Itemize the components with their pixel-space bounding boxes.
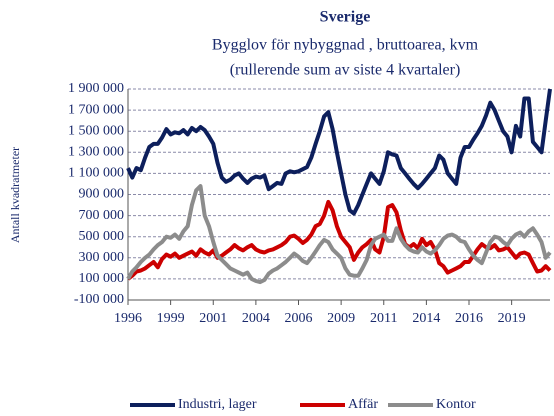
chart-title: Sverige	[320, 9, 371, 26]
legend-label: Affär	[348, 397, 378, 412]
line-series	[126, 88, 552, 216]
x-tick-label: 1999	[157, 311, 185, 326]
chart-subtitle: Bygglov för nybyggnad , bruttoarea, kvm	[212, 37, 479, 54]
chart-subtitle: (rullerende sum av siste 4 kvartaler)	[230, 62, 461, 79]
y-tick-label: 700 000	[79, 208, 125, 223]
x-tick-label: 2009	[327, 311, 355, 326]
y-tick-label: 300 000	[79, 250, 125, 265]
x-tick-label: 2014	[412, 311, 440, 326]
line-series	[126, 199, 552, 281]
x-tick-label: 2004	[242, 311, 270, 326]
x-tick-label: 1996	[114, 311, 142, 326]
y-tick-label: 1 900 000	[68, 81, 124, 96]
x-tick-label: 2016	[455, 311, 483, 326]
x-tick-label: 2001	[199, 311, 227, 326]
legend-label: Kontor	[436, 397, 476, 412]
y-tick-label: 100 000	[79, 271, 125, 286]
y-tick-label: 1 700 000	[68, 102, 124, 117]
y-tick-label: 1 100 000	[68, 166, 124, 181]
y-tick-label: 500 000	[79, 229, 125, 244]
legend-label: Industri, lager	[178, 397, 257, 412]
y-axis-label: Antall kvadratmeter	[8, 147, 22, 243]
x-tick-label: 2006	[285, 311, 313, 326]
y-tick-label: 900 000	[79, 187, 125, 202]
y-tick-label: 1 500 000	[68, 123, 124, 138]
x-tick-label: 2011	[370, 311, 397, 326]
y-tick-label: 1 300 000	[68, 145, 124, 160]
y-tick-label: -100 000	[74, 292, 124, 307]
x-tick-label: 2019	[498, 311, 526, 326]
line-series	[126, 184, 552, 285]
